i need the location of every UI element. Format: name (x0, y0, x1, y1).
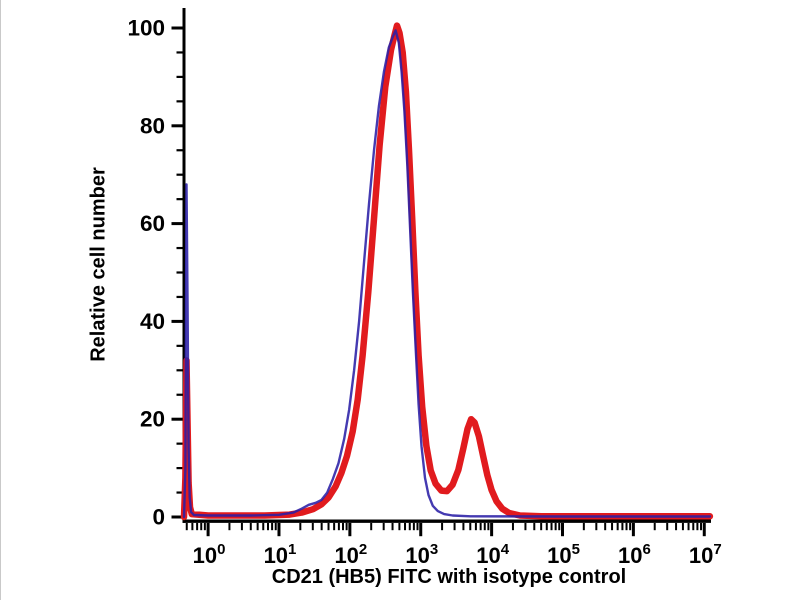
x-tick-label: 104 (476, 541, 509, 568)
y-tick-label: 20 (140, 407, 165, 432)
y-tick-label: 100 (127, 16, 165, 41)
x-tick-label: 107 (689, 541, 722, 568)
y-axis-title: Relative cell number (87, 167, 110, 362)
x-tick-label: 106 (618, 541, 651, 568)
x-tick-label: 101 (264, 541, 297, 568)
y-tick-label: 0 (152, 505, 165, 530)
x-tick-label: 105 (547, 541, 580, 568)
y-tick-label: 40 (140, 309, 165, 334)
y-tick-label: 80 (140, 113, 165, 138)
x-tick-label: 103 (405, 541, 438, 568)
y-tick-label: 60 (140, 211, 165, 236)
blue-histogram-curve (182, 29, 712, 519)
red-histogram-curve (180, 22, 714, 521)
x-tick-label: 100 (193, 541, 226, 568)
x-tick-label: 102 (334, 541, 367, 568)
x-axis-title: CD21 (HB5) FITC with isotype control (271, 566, 627, 588)
